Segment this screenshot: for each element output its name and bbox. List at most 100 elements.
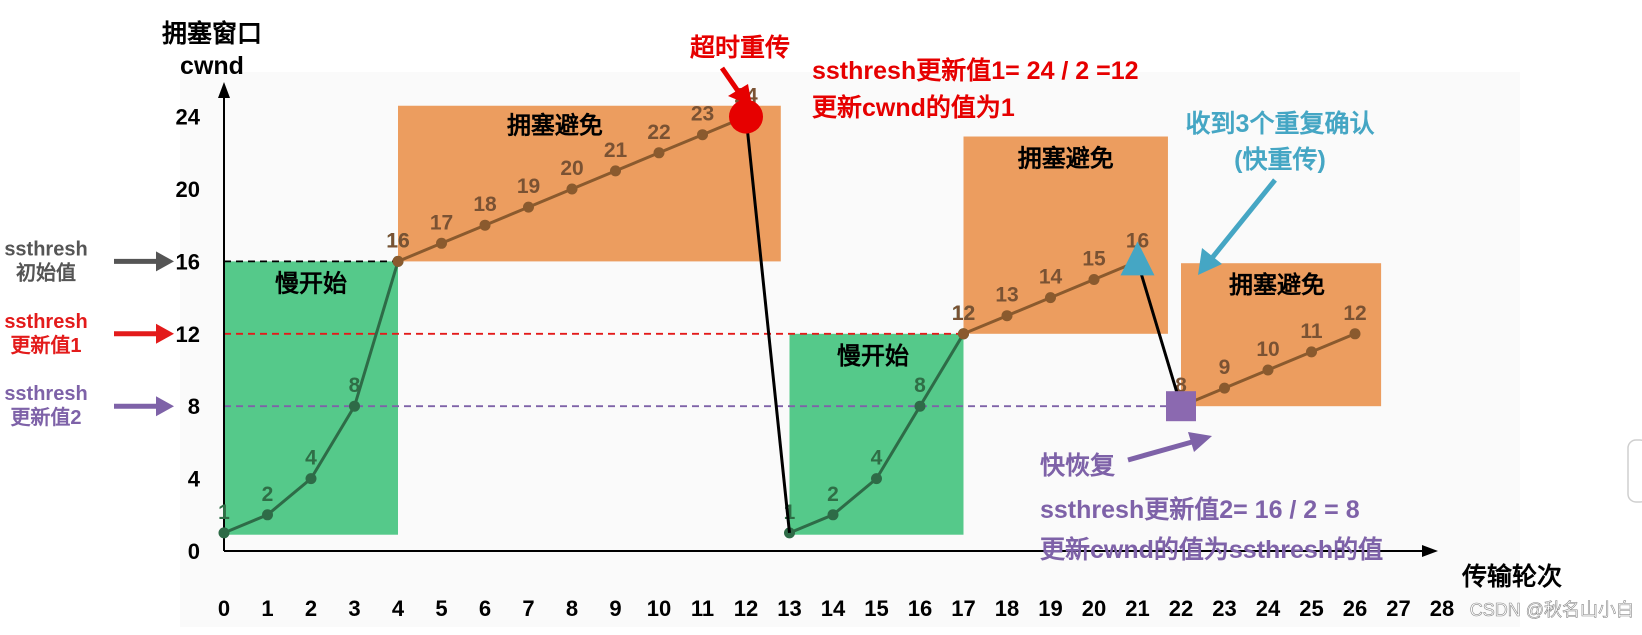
markers <box>729 99 1196 422</box>
series: 1248161617181920212223241248121213141516… <box>218 85 1367 539</box>
y-tick-8: 8 <box>188 394 200 419</box>
x-tick-21: 21 <box>1125 596 1149 621</box>
y-tick-20: 20 <box>176 177 200 202</box>
drop-line-1 <box>1136 260 1183 407</box>
point-label-1-0: 16 <box>386 229 409 252</box>
fast-recovery-arrow-shaft <box>1127 439 1193 463</box>
ssthresh1-annotation-line1: ssthresh更新值1= 24 / 2 =12 <box>812 56 1139 85</box>
fast-recovery-marker <box>1166 391 1196 422</box>
x-tick-19: 19 <box>1038 596 1062 621</box>
x-tick-3: 3 <box>348 596 360 621</box>
data-point-2-3 <box>914 400 926 412</box>
point-label-2-4: 12 <box>952 302 975 325</box>
x-tick-5: 5 <box>435 596 447 621</box>
triple-ack-annotation-line2: (快重传) <box>1234 146 1326 174</box>
x-tick-23: 23 <box>1212 596 1236 621</box>
point-label-2-1: 2 <box>827 483 839 506</box>
data-point-1-7 <box>697 129 708 141</box>
x-tick-1: 1 <box>261 596 273 621</box>
region-label-2: 慢开始 <box>837 342 909 370</box>
point-label-3-0: 12 <box>952 302 975 325</box>
data-point-1-6 <box>653 147 665 159</box>
data-point-4-4 <box>1349 328 1361 340</box>
point-label-3-3: 15 <box>1082 248 1106 271</box>
x-tick-25: 25 <box>1299 596 1323 621</box>
region-label-3: 拥塞避免 <box>1018 145 1114 173</box>
point-label-0-3: 8 <box>349 374 361 397</box>
triple-ack-arrow-shaft <box>1210 178 1277 260</box>
y-tick-4: 4 <box>188 467 201 492</box>
data-point-3-0 <box>958 328 969 340</box>
point-label-4-2: 10 <box>1256 338 1279 361</box>
data-point-4-2 <box>1262 364 1274 376</box>
x-tick-28: 28 <box>1430 596 1454 621</box>
data-point-1-2 <box>479 219 491 231</box>
point-label-2-3: 8 <box>914 374 926 397</box>
data-point-1-3 <box>523 201 534 213</box>
y-tick-0: 0 <box>188 539 200 564</box>
x-tick-24: 24 <box>1256 596 1281 621</box>
triple-ack-annotation-line1: 收到3个重复确认 <box>1186 109 1375 138</box>
x-tick-20: 20 <box>1082 596 1106 621</box>
point-label-1-5: 21 <box>604 139 628 162</box>
region-label-0: 慢开始 <box>275 269 347 297</box>
x-tick-27: 27 <box>1386 596 1410 621</box>
side-arrow-head-0 <box>156 251 174 272</box>
x-tick-8: 8 <box>566 596 578 621</box>
point-label-1-2: 18 <box>473 193 497 216</box>
data-point-3-1 <box>1001 310 1013 322</box>
y-axis-label-line1: 拥塞窗口 <box>162 19 262 48</box>
x-tick-0: 0 <box>218 596 230 621</box>
side-label-line1-1: ssthresh <box>4 311 87 333</box>
side-arrow-head-2 <box>156 396 174 417</box>
x-tick-22: 22 <box>1169 596 1193 621</box>
data-point-4-1 <box>1219 382 1230 394</box>
data-point-1-5 <box>610 165 621 177</box>
congestion-avoidance-region-3 <box>963 136 1168 334</box>
ssthresh2-annotation-line1: ssthresh更新值2= 16 / 2 = 8 <box>1040 495 1360 524</box>
x-tick-9: 9 <box>609 596 621 621</box>
x-tick-16: 16 <box>908 596 932 621</box>
congestion-avoidance-region-4 <box>1181 263 1382 407</box>
axes: 0 1 2 3 4 5 6 7 8 9 10 11 12 13 14 15 16 17 18 19 20 21 22 23 24… <box>162 19 1562 621</box>
side-arrow-head-1 <box>156 323 174 344</box>
fast-retransmit-marker <box>1120 241 1155 276</box>
ssthresh1-annotation-line2: 更新cwnd的值为1 <box>812 93 1015 122</box>
x-tick-13: 13 <box>777 596 801 621</box>
side-label-line2-1: 更新值1 <box>10 333 81 357</box>
point-label-1-1: 17 <box>430 211 453 234</box>
point-label-0-4: 16 <box>386 229 409 252</box>
x-tick-11: 11 <box>691 596 714 621</box>
side-label-line1-0: ssthresh <box>4 238 87 260</box>
x-tick-6: 6 <box>479 596 491 621</box>
point-label-0-1: 2 <box>262 483 274 506</box>
fast-recovery-annotation: 快恢复 <box>1040 451 1116 480</box>
y-axis-label-line2: cwnd <box>180 52 244 80</box>
timeout-annotation: 超时重传 <box>690 33 790 62</box>
drop-line-0 <box>744 116 791 534</box>
data-point-0-0 <box>218 527 230 539</box>
timeout-marker <box>729 99 763 134</box>
data-point-3-2 <box>1045 292 1056 304</box>
data-point-1-4 <box>566 183 578 195</box>
data-point-1-1 <box>436 237 447 249</box>
y-tick-24: 24 <box>176 105 201 130</box>
annotations: 超时重传 ssthresh更新值1= 24 / 2 =12 更新cwnd的值为1 收到… <box>690 33 1383 564</box>
point-label-4-4: 12 <box>1343 302 1366 325</box>
timeout-arrow-head <box>728 84 752 106</box>
x-axis-label: 传输轮次 <box>1461 562 1562 591</box>
point-label-4-1: 9 <box>1219 356 1231 379</box>
slow-start-region-2 <box>789 333 964 535</box>
watermark: CSDN @秋名山小白 <box>1470 600 1634 620</box>
data-point-2-1 <box>827 509 839 521</box>
side-tab-handle[interactable] <box>1627 439 1642 503</box>
region-label-4: 拥塞避免 <box>1229 271 1325 299</box>
side-label-line1-2: ssthresh <box>4 383 87 405</box>
point-label-0-0: 1 <box>218 501 230 524</box>
slow-start-region-0 <box>224 261 398 535</box>
side-label-line2-0: 初始值 <box>16 260 76 284</box>
x-tick-7: 7 <box>522 596 534 621</box>
x-tick-12: 12 <box>734 596 758 621</box>
